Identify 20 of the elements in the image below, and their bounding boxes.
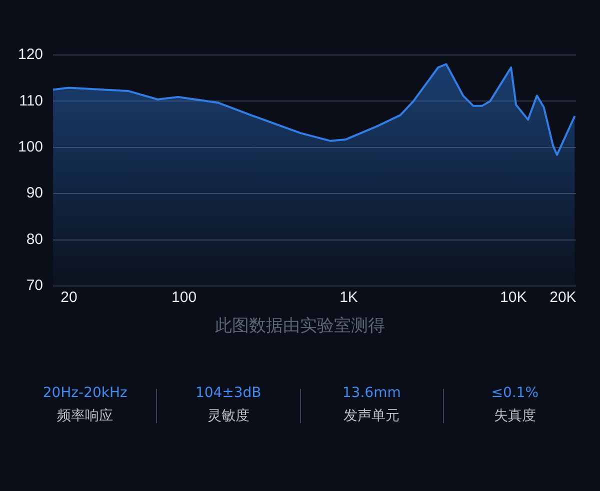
- text: 灵敏度: [206, 407, 250, 425]
- text: ≤0.1%: [490, 385, 540, 401]
- y-tick-label: 70: [26, 277, 44, 294]
- y-tick-label: 90: [26, 184, 44, 202]
- text: 13.6mm: [341, 385, 402, 401]
- x-tick-label: 100: [172, 289, 197, 306]
- text: 发声单元: [342, 407, 401, 425]
- y-tick-label: 80: [26, 230, 44, 248]
- text: 频率响应: [56, 407, 114, 425]
- x-tick-label: 1K: [340, 289, 358, 306]
- x-tick-label: 20K: [550, 289, 576, 306]
- x-tick-label: 10K: [500, 289, 527, 306]
- text: 104±3dB: [194, 385, 262, 401]
- y-tick-label: 120: [18, 46, 44, 64]
- x-tick-label: 20: [60, 289, 78, 306]
- y-tick-label: 100: [18, 138, 44, 156]
- text: 失真度: [492, 407, 537, 425]
- y-tick-label: 110: [19, 92, 44, 110]
- text: 20Hz-20kHz: [42, 385, 128, 401]
- text: 此图数据由实验室测得: [214, 315, 386, 337]
